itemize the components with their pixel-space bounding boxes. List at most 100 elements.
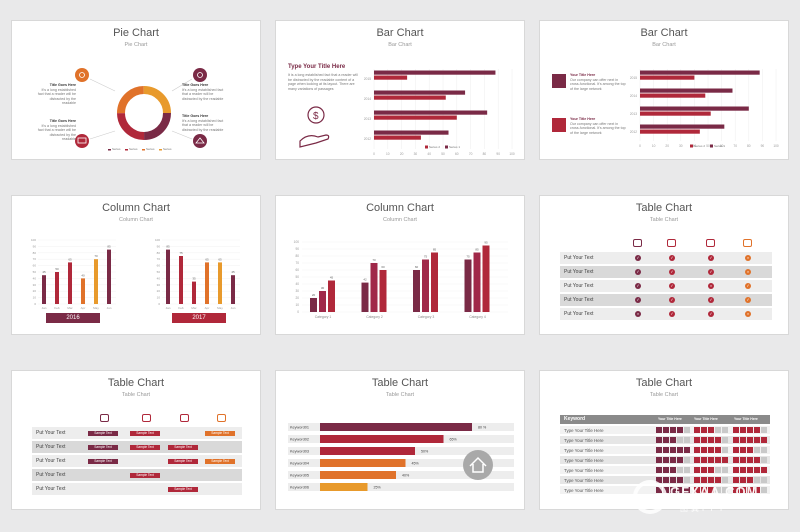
- slide-column-chart-years[interactable]: Column Chart Column Chart 0 10 20 30 40 50 60 7…: [11, 195, 261, 335]
- rating-cell: [722, 447, 728, 453]
- x-tick-label: 10: [652, 144, 656, 148]
- column-bar: [413, 270, 420, 312]
- legend-swatch: [690, 144, 693, 148]
- legend-label: Series 2: [429, 145, 440, 149]
- rating-cell: [733, 447, 739, 453]
- y-tick-label: 60: [157, 264, 161, 268]
- header-cell: Your Title Here: [734, 417, 758, 421]
- slide-table-chart-matrix[interactable]: Table Chart Table Chart Keyword Your Titl…: [539, 370, 789, 510]
- rating-cell: [715, 467, 721, 473]
- slide-bar-chart-text[interactable]: Bar Chart Bar Chart Type Your Title Here…: [275, 20, 525, 160]
- x-tick-label: 40: [427, 152, 431, 156]
- bar: [374, 130, 449, 135]
- slide-pie-chart[interactable]: Pie Chart Pie Chart Title Goes Here It's…: [11, 20, 261, 160]
- slide-bar-chart-items[interactable]: Bar Chart Bar Chart Your Title Here Our …: [539, 20, 789, 160]
- slide-column-chart-categories[interactable]: Column Chart Column Chart 0 10 20 30 40 50 60 7…: [275, 195, 525, 335]
- rating-cell: [740, 437, 746, 443]
- x-tick-label: 30: [414, 152, 418, 156]
- header-cell: Your Title Here: [694, 417, 718, 421]
- rating-cell: [656, 427, 662, 433]
- x-tick-label: Apr: [205, 306, 210, 310]
- bar: [374, 70, 496, 75]
- watermark-brand: GFXAA.COM: [670, 484, 759, 499]
- slide-subtitle: Column Chart: [383, 217, 417, 223]
- rating-cell: [677, 437, 683, 443]
- y-tick-label: 0: [34, 302, 36, 306]
- y-tick-label: 60: [33, 264, 37, 268]
- table-row: [560, 266, 772, 278]
- legend-swatch: [710, 144, 713, 148]
- rating-cell: [677, 447, 683, 453]
- y-tick-label: 2014: [630, 94, 637, 98]
- rating-cell: [670, 467, 676, 473]
- rating-cell: [740, 447, 746, 453]
- people-icon: [100, 414, 109, 422]
- rating-cell: [740, 457, 746, 463]
- row-label: Put Your Text: [564, 297, 594, 303]
- icon-badge: [193, 134, 207, 148]
- data-label: 75: [424, 255, 428, 259]
- legend-swatch: [142, 149, 145, 151]
- check-icon: ✓: [708, 269, 714, 275]
- row-label: Type Your Title Here: [564, 427, 604, 433]
- slide-table-chart-pills[interactable]: Table Chart Table Chart Put Your Text Sam…: [11, 370, 261, 510]
- x-tick-label: Category 2: [366, 315, 383, 319]
- connector-line: [171, 130, 193, 140]
- row-label: Put Your Text: [36, 458, 66, 464]
- monitor-icon: [77, 137, 87, 144]
- legend-label: Series: [163, 147, 172, 151]
- sample-pill: Sample Text: [88, 430, 118, 436]
- slide-table-chart-keywords[interactable]: Table Chart Table Chart Keyword01 80 % Key…: [275, 370, 525, 510]
- bar: [374, 90, 466, 95]
- rating-cell: [708, 437, 714, 443]
- data-label: 65: [218, 257, 222, 261]
- check-icon: ✓: [708, 255, 714, 261]
- rating-cell: [740, 487, 746, 493]
- table-row: [560, 294, 772, 306]
- x-tick-label: Category 3: [418, 315, 435, 319]
- slide-subtitle: Table Chart: [649, 392, 679, 398]
- rating-cell: [715, 427, 721, 433]
- house-icon: [463, 450, 493, 480]
- sample-pill: Sample Text: [130, 444, 160, 450]
- header-cell: Keyword: [564, 416, 586, 422]
- slide-table-chart-checks[interactable]: Table Chart Table Chart Put Your Text ✓ ✓ ✓…: [539, 195, 789, 335]
- x-tick-label: 80: [483, 152, 487, 156]
- data-label: 85: [433, 248, 437, 252]
- data-label: 80 %: [478, 426, 487, 430]
- monitor-icon: [706, 239, 715, 247]
- rating-cell: [701, 477, 707, 483]
- x-tick-label: 100: [509, 152, 515, 156]
- info-block: Title Goes Here It's a long established …: [182, 83, 228, 101]
- rating-cell: [708, 457, 714, 463]
- data-label: 85: [107, 245, 111, 249]
- data-label: 95: [484, 241, 488, 245]
- y-tick-label: 20: [295, 296, 299, 300]
- rating-cell: [701, 437, 707, 443]
- year-label: 2017: [172, 313, 226, 323]
- x-tick-label: 10: [386, 152, 390, 156]
- rating-cell: [715, 487, 721, 493]
- donut-chart: [75, 68, 207, 151]
- rating-cell: [694, 447, 700, 453]
- y-tick-label: 90: [157, 244, 161, 248]
- bar: [374, 75, 408, 80]
- rating-cell: [701, 447, 707, 453]
- rating-cell: [722, 427, 728, 433]
- check-icon: ✓: [635, 269, 641, 275]
- column-bar: [328, 280, 335, 312]
- check-icon: ✓: [669, 255, 675, 261]
- info-block: Title Goes Here It's a long established …: [182, 114, 228, 132]
- sample-pill: Sample Text: [205, 430, 235, 436]
- sample-pill: Sample Text: [205, 458, 235, 464]
- y-tick-label: 30: [157, 283, 161, 287]
- x-tick-label: 30: [679, 144, 683, 148]
- y-tick-label: 70: [157, 257, 161, 261]
- rating-cell: [733, 487, 739, 493]
- rating-cell: [670, 477, 676, 483]
- watermark-logo-icon: [633, 480, 667, 514]
- x-tick-label: 20: [665, 144, 669, 148]
- rating-cell: [740, 477, 746, 483]
- y-tick-label: 70: [295, 261, 299, 265]
- donut-segment: [117, 86, 171, 140]
